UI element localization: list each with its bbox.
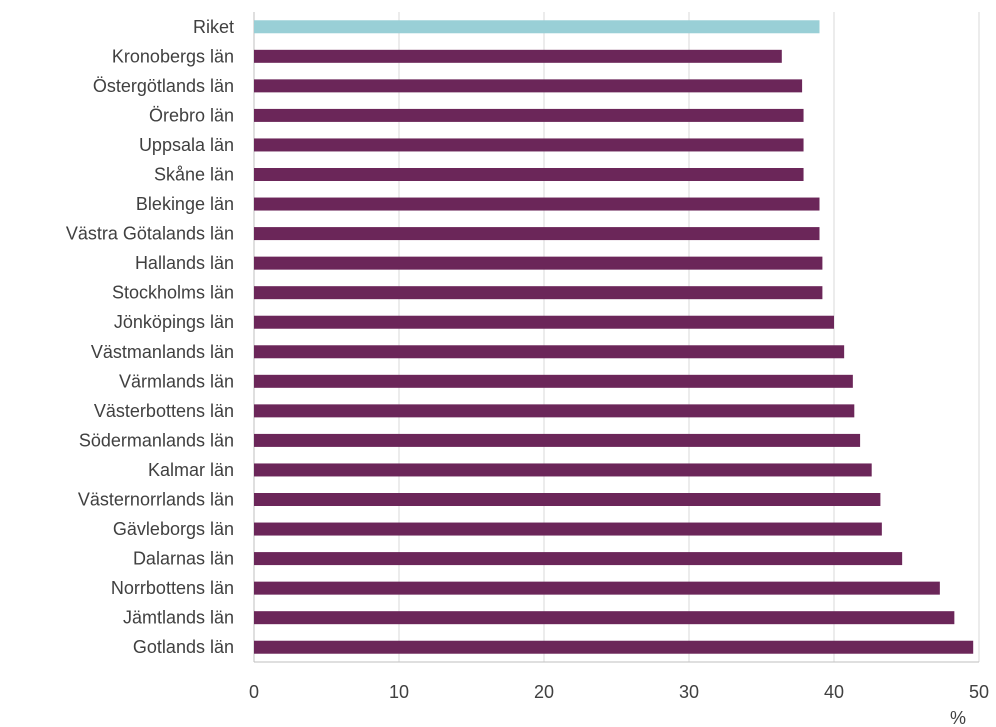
- bar: [254, 345, 845, 359]
- x-tick-label: 50: [969, 682, 989, 702]
- category-label: Kalmar län: [148, 460, 234, 480]
- x-tick-label: 0: [249, 682, 259, 702]
- bar: [254, 168, 804, 181]
- bar: [254, 49, 782, 63]
- bar: [254, 286, 823, 300]
- x-tick-label: 20: [534, 682, 554, 702]
- category-label: Jämtlands län: [123, 608, 234, 628]
- bar: [254, 611, 955, 625]
- category-label: Hallands län: [135, 253, 234, 273]
- bar: [254, 315, 834, 329]
- category-label: Norrbottens län: [111, 578, 234, 598]
- bar: [254, 374, 853, 388]
- bar: [254, 581, 940, 595]
- bar: [254, 197, 820, 211]
- bar: [254, 20, 820, 34]
- category-label: Uppsala län: [139, 135, 234, 155]
- category-label: Jönköpings län: [114, 312, 234, 332]
- bar: [254, 552, 903, 566]
- category-label: Södermanlands län: [79, 430, 234, 450]
- category-label: Västernorrlands län: [78, 490, 234, 510]
- category-label: Riket: [193, 17, 234, 37]
- category-label: Skåne län: [154, 165, 234, 185]
- bars: [254, 20, 974, 654]
- category-label: Västerbottens län: [94, 401, 234, 421]
- category-label: Gotlands län: [133, 637, 234, 657]
- category-label: Gävleborgs län: [113, 519, 234, 539]
- category-label: Östergötlands län: [93, 76, 234, 96]
- bar: [254, 433, 861, 447]
- bar: [254, 79, 803, 93]
- bar: [254, 493, 881, 506]
- category-label: Stockholms län: [112, 283, 234, 303]
- category-label: Dalarnas län: [133, 549, 234, 569]
- x-tick-label: 10: [389, 682, 409, 702]
- x-unit-label: %: [950, 708, 966, 727]
- bar: [254, 404, 855, 418]
- category-label: Kronobergs län: [112, 46, 234, 66]
- category-label: Örebro län: [149, 105, 234, 125]
- category-label: Västra Götalands län: [66, 224, 234, 244]
- bar: [254, 522, 882, 536]
- x-tick-label: 40: [824, 682, 844, 702]
- bar: [254, 108, 804, 122]
- bar: [254, 227, 820, 241]
- bar: [254, 138, 804, 152]
- category-labels: Riket Kronobergs län Östergötlands län Öreb…: [66, 17, 234, 657]
- category-label: Västmanlands län: [91, 342, 234, 362]
- bar: [254, 256, 823, 270]
- x-tick-label: 30: [679, 682, 699, 702]
- bar: [254, 463, 872, 477]
- category-label: Värmlands län: [119, 371, 234, 391]
- bar: [254, 640, 974, 654]
- x-tick-labels: 0 10 20 30 40 50: [249, 682, 989, 702]
- category-label: Blekinge län: [136, 194, 234, 214]
